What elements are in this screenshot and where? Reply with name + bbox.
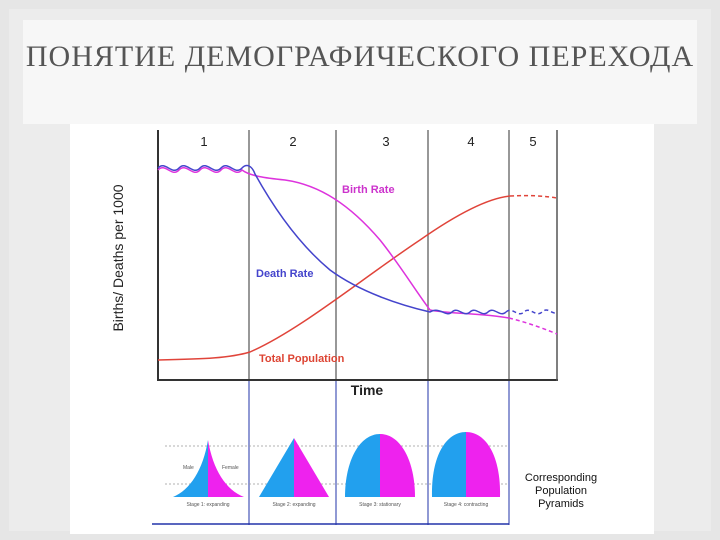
birth-rate-label: Birth Rate <box>342 184 395 196</box>
pyramid-1-caption: Stage 1: expanding <box>186 502 229 508</box>
pyramid-2-female <box>294 438 329 497</box>
pyramid-1-female <box>208 440 244 497</box>
pyramids-caption: Corresponding Population Pyramids <box>525 472 597 510</box>
x-axis-label: Time <box>351 382 384 398</box>
pyramid-4-caption: Stage 4: contracting <box>444 502 489 508</box>
title-box: ПОНЯТИЕ ДЕМОГРАФИЧЕСКОГО ПЕРЕХОДА <box>23 20 697 124</box>
slide-title: ПОНЯТИЕ ДЕМОГРАФИЧЕСКОГО ПЕРЕХОДА <box>25 40 695 73</box>
pyramid-3-male <box>345 434 380 497</box>
y-axis-label: Births/ Deaths per 1000 <box>110 184 126 332</box>
pyramids-caption-line: Population <box>535 485 587 497</box>
death-rate-line <box>157 164 507 315</box>
male-label: Male <box>183 465 194 471</box>
death-rate-projection <box>505 309 558 315</box>
stage-label-4: 4 <box>467 134 474 149</box>
death-rate-label: Death Rate <box>256 268 313 280</box>
stage-label-1: 1 <box>200 134 207 149</box>
female-label: Female <box>222 465 239 471</box>
pyramid-3-female <box>380 434 415 497</box>
stage-label-3: 3 <box>382 134 389 149</box>
stage-label-5: 5 <box>529 134 536 149</box>
stage-label-2: 2 <box>289 134 296 149</box>
pyramid-4-female <box>466 432 501 497</box>
total-population-line <box>157 195 511 361</box>
pyramid-4-male <box>431 432 466 497</box>
total-population-projection <box>509 194 558 199</box>
birth-rate-line <box>157 167 510 319</box>
pyramids-caption-line: Pyramids <box>538 498 584 510</box>
pyramid-2-caption: Stage 2: expanding <box>272 502 315 508</box>
pyramid-2-male <box>259 438 294 497</box>
total-population-label: Total Population <box>259 353 345 365</box>
pyramids-caption-line: Corresponding <box>525 472 597 484</box>
pyramid-3-caption: Stage 3: stationary <box>359 502 401 508</box>
pyramid-1-male <box>173 440 208 497</box>
birth-rate-projection <box>508 317 558 335</box>
